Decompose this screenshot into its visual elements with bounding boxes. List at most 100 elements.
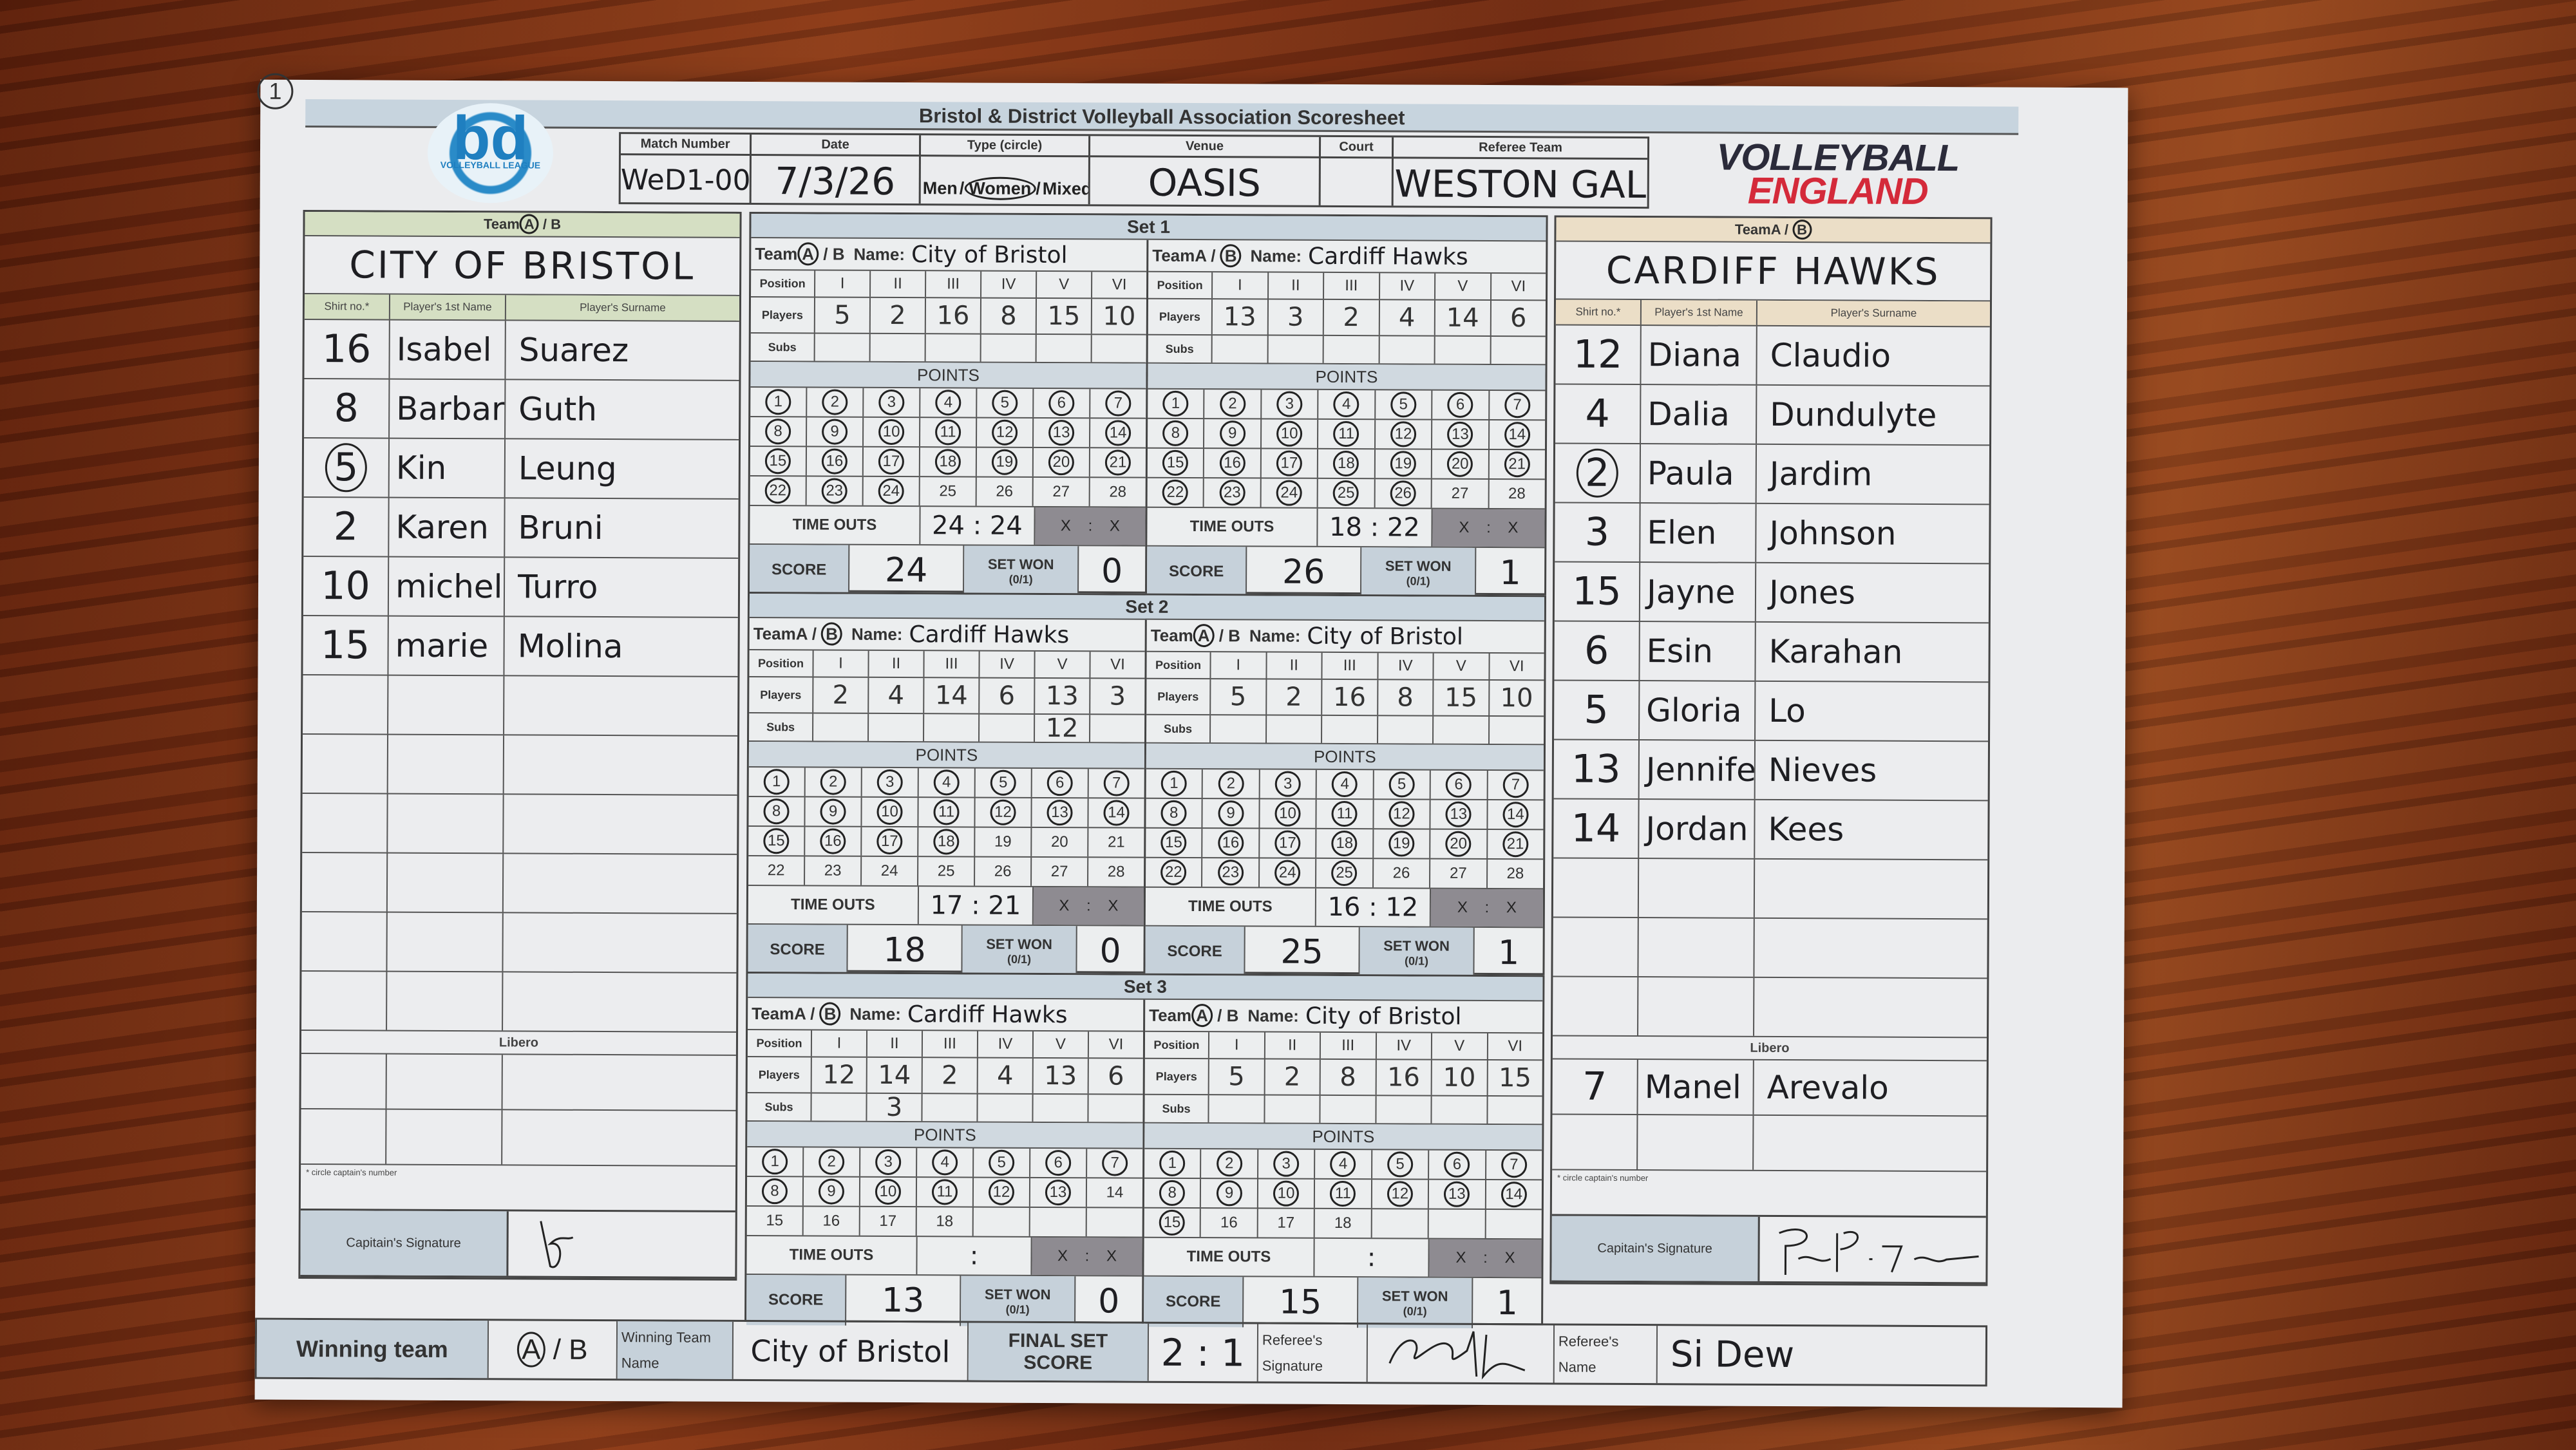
point-number[interactable]: 14 xyxy=(1106,1183,1124,1201)
point-number[interactable]: 22 xyxy=(1162,479,1188,505)
player-surname[interactable] xyxy=(504,795,737,854)
score-value[interactable]: 26 xyxy=(1246,547,1362,598)
point-number[interactable]: 19 xyxy=(991,449,1018,475)
point-number[interactable]: 2 xyxy=(820,769,846,795)
player-surname[interactable]: Jardim xyxy=(1769,455,1873,493)
player-first-name[interactable]: Jordan xyxy=(1639,800,1756,858)
point-number[interactable]: 18 xyxy=(1334,1214,1352,1232)
players-cell[interactable]: 13 xyxy=(1035,678,1091,714)
team-option-b[interactable]: B xyxy=(832,244,845,264)
shirt-number[interactable]: 3 xyxy=(1555,503,1641,562)
timeouts-value[interactable]: 18 : 22 xyxy=(1318,508,1433,547)
subs-cell[interactable] xyxy=(1092,335,1146,362)
subs-cell[interactable] xyxy=(1322,715,1378,744)
subs-cell[interactable] xyxy=(1323,335,1380,364)
set-won-value[interactable]: 0 xyxy=(1098,1282,1120,1321)
point-number[interactable]: 14 xyxy=(1502,802,1529,828)
subs-cell[interactable] xyxy=(869,713,925,742)
point-number[interactable]: 16 xyxy=(822,1212,840,1230)
subs-cell[interactable] xyxy=(1376,1096,1432,1124)
players-cell[interactable]: 16 xyxy=(1376,1060,1432,1095)
set-team-name[interactable]: City of Bristol xyxy=(911,241,1068,268)
shirt-number[interactable]: 10 xyxy=(303,556,390,616)
point-number[interactable]: 15 xyxy=(763,828,790,854)
shirt-number[interactable]: 5 xyxy=(1554,681,1640,740)
shirt-number[interactable] xyxy=(302,793,388,852)
point-number[interactable]: 11 xyxy=(1331,800,1358,827)
point-number[interactable]: 4 xyxy=(935,390,961,416)
point-number[interactable]: 11 xyxy=(933,799,960,825)
subs-cell[interactable] xyxy=(811,1093,867,1121)
subs-cell[interactable] xyxy=(1264,1095,1321,1123)
point-number[interactable]: 17 xyxy=(1277,1214,1295,1232)
point-number[interactable]: 14 xyxy=(1501,1182,1527,1208)
point-number[interactable]: 17 xyxy=(876,828,903,855)
team-option-a[interactable]: A xyxy=(1770,221,1781,238)
point-number[interactable]: 26 xyxy=(994,862,1012,880)
player-surname[interactable] xyxy=(1754,978,1987,1037)
shirt-number[interactable]: 12 xyxy=(1555,325,1642,384)
point-number[interactable]: 21 xyxy=(1107,833,1125,851)
players-cell[interactable]: 2 xyxy=(1265,1059,1321,1095)
point-number[interactable]: 12 xyxy=(990,799,1016,825)
subs-cell[interactable] xyxy=(870,334,926,362)
shirt-number[interactable] xyxy=(301,1109,387,1164)
point-number[interactable]: 25 xyxy=(939,482,957,500)
point-number[interactable]: 10 xyxy=(1274,800,1301,827)
shirt-number[interactable] xyxy=(1553,918,1639,977)
player-surname[interactable]: Lo xyxy=(1768,692,1806,730)
team-option-a[interactable]: A xyxy=(795,623,808,643)
point-number[interactable]: 10 xyxy=(878,419,905,446)
subs-cell[interactable] xyxy=(1379,336,1435,364)
point-number[interactable]: 11 xyxy=(1333,420,1359,447)
point-number[interactable]: 15 xyxy=(766,1212,784,1230)
subs-cell[interactable] xyxy=(925,334,981,362)
team-option-a[interactable]: A xyxy=(519,214,539,234)
player-first-name[interactable] xyxy=(1638,977,1755,1036)
set-team-name[interactable]: Cardiff Hawks xyxy=(907,1001,1068,1028)
subs-cell[interactable] xyxy=(1211,715,1267,743)
player-surname[interactable] xyxy=(502,1110,735,1165)
point-number[interactable]: 5 xyxy=(990,769,1016,796)
players-cell[interactable]: 10 xyxy=(1500,683,1533,713)
player-first-name[interactable]: michela xyxy=(388,557,506,616)
point-number[interactable]: 6 xyxy=(1447,391,1473,418)
point-number[interactable]: 27 xyxy=(1450,864,1467,882)
subs-cell[interactable] xyxy=(1490,717,1544,744)
point-number[interactable]: 7 xyxy=(1105,390,1132,417)
players-cell[interactable]: 8 xyxy=(981,298,1037,334)
player-surname[interactable]: Suarez xyxy=(518,331,629,370)
players-cell[interactable]: 8 xyxy=(1378,680,1434,715)
shirt-number[interactable]: 15 xyxy=(303,616,389,675)
point-number[interactable]: 10 xyxy=(1273,1180,1300,1207)
point-number[interactable]: 2 xyxy=(822,389,848,415)
point-number[interactable]: 12 xyxy=(1388,801,1415,827)
point-number[interactable]: 2 xyxy=(1218,771,1244,797)
winning-team-name-value[interactable]: City of Bristol xyxy=(733,1321,969,1380)
player-first-name[interactable] xyxy=(386,1054,503,1109)
score-value[interactable]: 24 xyxy=(849,545,965,596)
shirt-number[interactable] xyxy=(301,912,388,971)
team-option-a[interactable]: A xyxy=(1195,245,1207,265)
shirt-number[interactable]: 7 xyxy=(1552,1059,1638,1115)
point-number[interactable]: 20 xyxy=(1447,451,1473,477)
player-surname[interactable] xyxy=(504,735,737,795)
point-number[interactable]: 24 xyxy=(880,862,898,880)
players-cell[interactable]: 2 xyxy=(1323,299,1380,335)
players-cell[interactable]: 14 xyxy=(1435,300,1492,336)
point-number[interactable]: 8 xyxy=(761,1178,788,1205)
player-first-name[interactable] xyxy=(387,972,504,1031)
players-cell[interactable]: 2 xyxy=(813,677,869,713)
players-cell[interactable]: 14 xyxy=(867,1057,923,1093)
point-number[interactable]: 9 xyxy=(1216,1180,1242,1207)
point-number[interactable]: 6 xyxy=(1445,771,1472,798)
point-number[interactable]: 5 xyxy=(1387,1151,1414,1178)
player-first-name[interactable]: marie xyxy=(388,616,505,675)
player-first-name[interactable]: Manel xyxy=(1638,1060,1754,1115)
shirt-number[interactable] xyxy=(301,971,388,1030)
players-cell[interactable]: 2 xyxy=(922,1058,978,1093)
point-number[interactable]: 19 xyxy=(1390,451,1416,477)
team-option-b[interactable]: B xyxy=(1792,220,1812,240)
